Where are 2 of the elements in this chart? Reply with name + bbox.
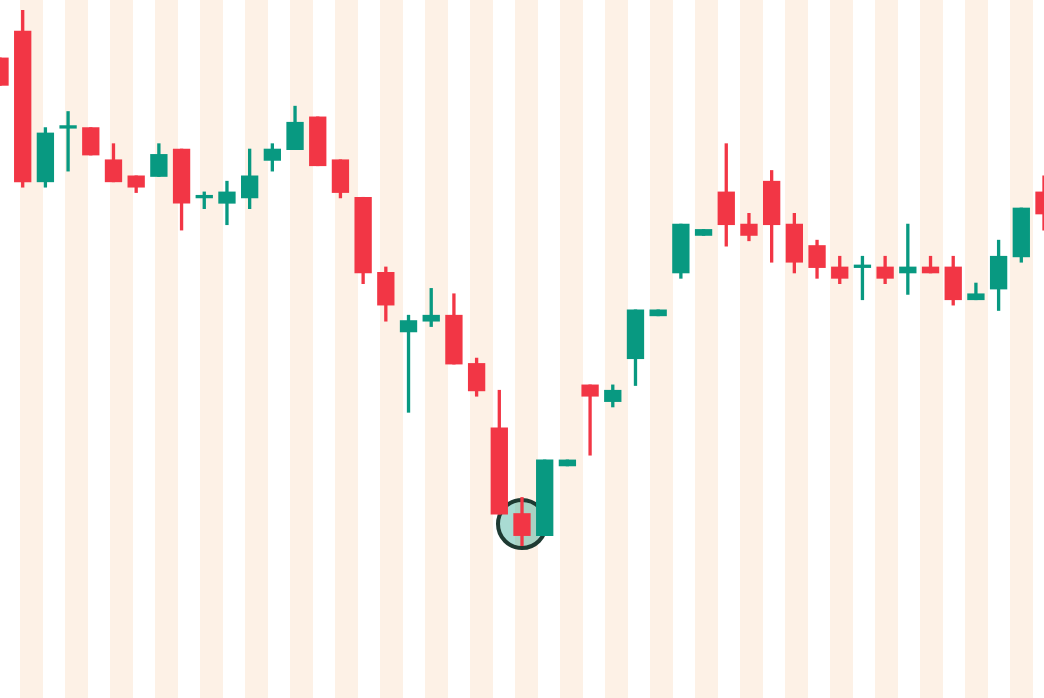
candlestick [581,384,599,456]
candlestick [59,111,77,172]
